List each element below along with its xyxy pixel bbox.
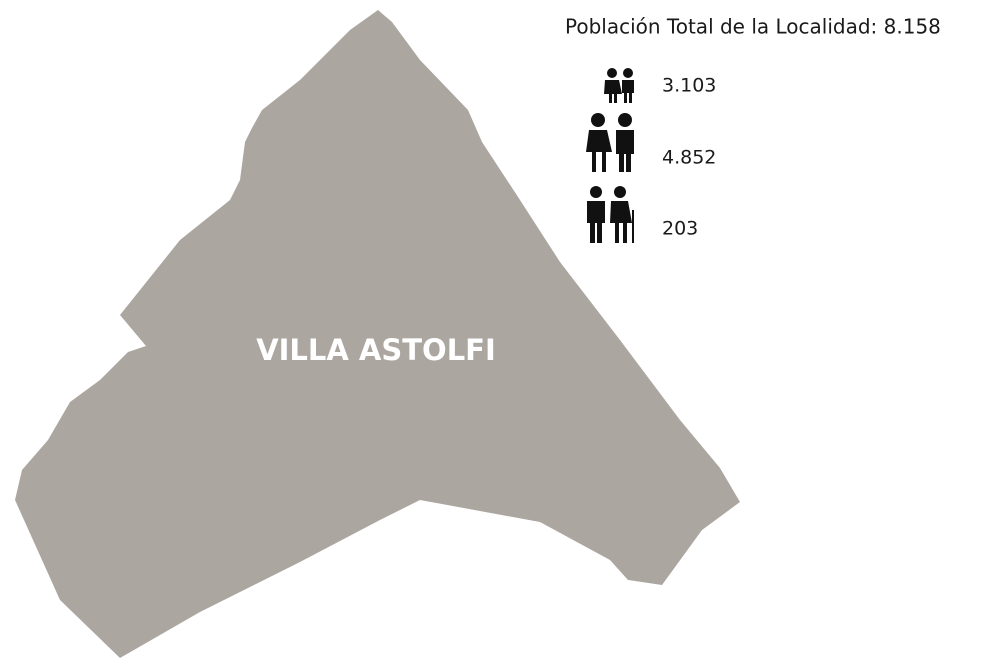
elders-count: 203 [662,218,698,240]
adults-icon [586,113,634,172]
adults-count: 4.852 [662,147,716,169]
elders-icon [587,186,634,243]
region-shape [15,10,740,658]
children-icon [604,68,634,103]
region-label: VILLA ASTOLFI [256,333,496,367]
title: Población Total de la Localidad: 8.158 [565,15,941,39]
children-count: 3.103 [662,75,716,97]
